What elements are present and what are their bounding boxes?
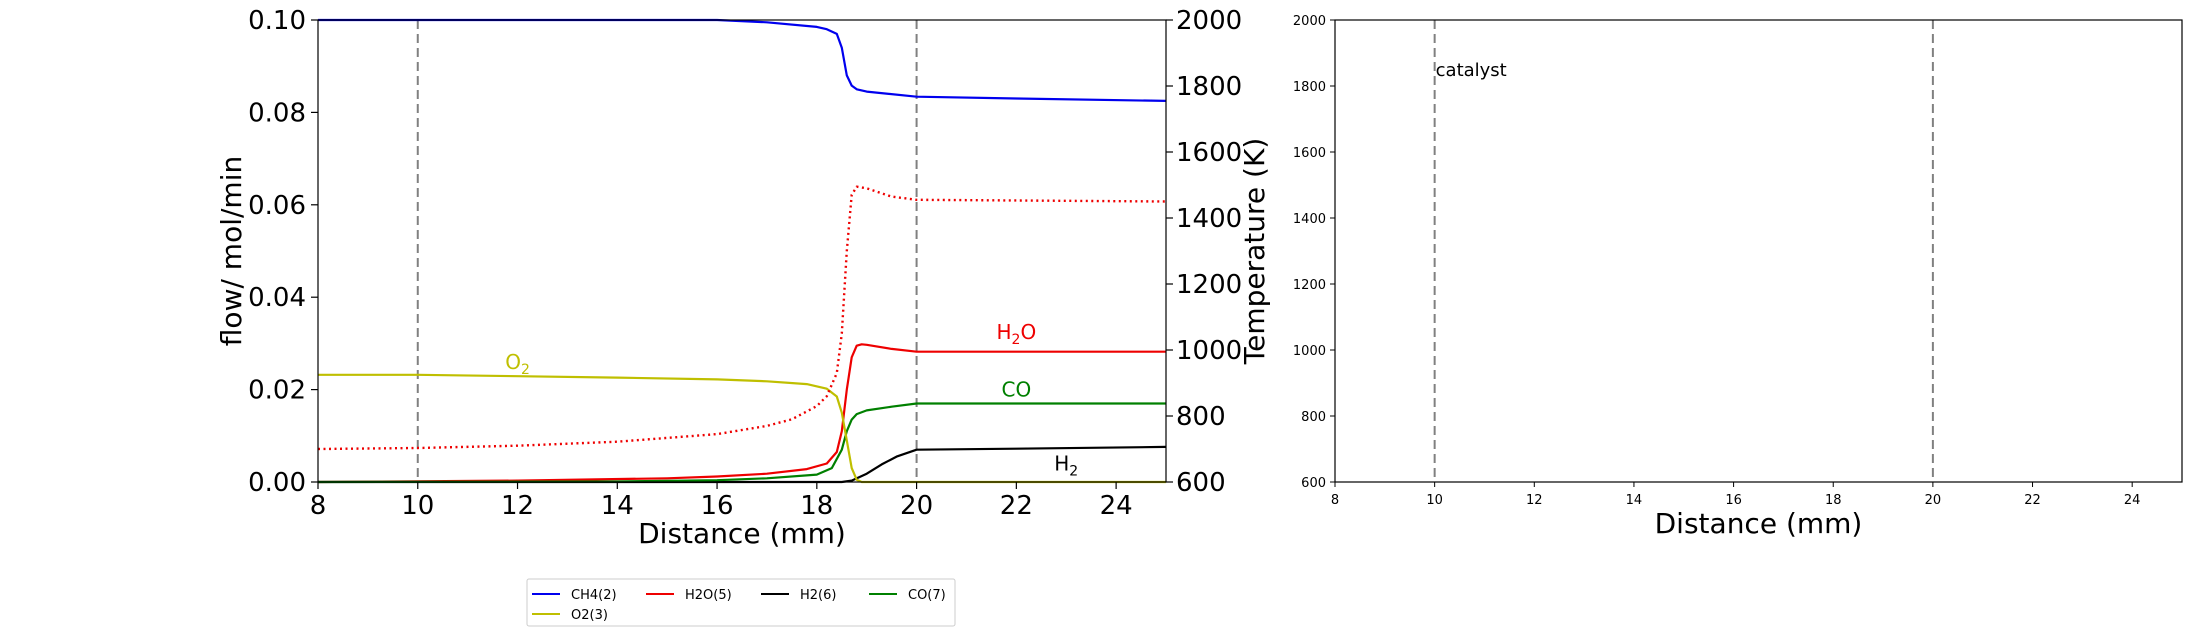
- x-tick-label: 24: [1100, 491, 1133, 521]
- legend-label: H2(6): [800, 588, 836, 603]
- x-tick-label: 16: [701, 491, 734, 521]
- series-line-h2-6-: [318, 445, 1167, 484]
- x-tick-label: 22: [1000, 491, 1033, 521]
- right-annotations: catalyst: [1436, 60, 1507, 81]
- left-y-ticks: 0.00 0.02 0.04 0.06 0.08 0.10: [248, 6, 318, 498]
- x-tick-label: 24: [2124, 493, 2141, 508]
- legend-label: H2O(5): [685, 588, 732, 603]
- y-tick-label: 1200: [1293, 278, 1326, 293]
- right-y-ticks: 600 800 1000 1200 1400 1600 1800 2000: [1293, 14, 1335, 491]
- x-tick-label: 12: [501, 491, 534, 521]
- left-x-axis-label: Distance (mm): [638, 517, 846, 550]
- left-chart: 8 10 12 14 16 18 20 22 24 0.000.020.040.060.080.…: [215, 6, 1271, 627]
- y-tick-label: 2000: [1293, 14, 1326, 29]
- series-line-ch4-2-: [318, 18, 1167, 102]
- legend-label: CO(7): [908, 588, 946, 603]
- right-x-axis-label: Distance (mm): [1655, 507, 1863, 540]
- y-tick-label: 1400: [1293, 212, 1326, 227]
- legend-box: [526, 578, 956, 627]
- y2-tick-label: 1200: [1176, 270, 1242, 300]
- x-tick-label: 20: [900, 491, 933, 521]
- x-tick-label: 20: [1925, 493, 1942, 508]
- y-tick-label: 0.08: [248, 98, 306, 128]
- curve-annotation: O2: [505, 350, 530, 378]
- y2-tick-label: 1400: [1176, 204, 1242, 234]
- x-tick-label: 8: [1331, 493, 1339, 508]
- series-line-temperature: [317, 185, 1167, 451]
- x-tick-label: 18: [1825, 493, 1842, 508]
- curve-annotation: H2: [1054, 451, 1078, 479]
- x-tick-label: 22: [2024, 493, 2041, 508]
- legend: CH4(2) H2O(5) H2(6) CO(7) O2(3): [526, 578, 956, 627]
- y-tick-label: 1800: [1293, 80, 1326, 95]
- left-y-axis-label: flow/ mol/min: [215, 156, 248, 346]
- left-series-group: [317, 18, 1167, 484]
- left-plot-frame: [317, 19, 1167, 483]
- y-tick-label: 0.00: [248, 468, 306, 498]
- series-line-h2o-5-: [317, 343, 1166, 484]
- x-tick-label: 10: [1426, 493, 1443, 508]
- left-y2-axis-label: Temperature (K): [1238, 138, 1271, 365]
- right-vlines: [1433, 20, 1934, 482]
- x-tick-label: 14: [601, 491, 634, 521]
- y-tick-label: 1000: [1293, 344, 1326, 359]
- y-tick-label: 0.02: [248, 376, 306, 406]
- y-tick-label: 600: [1301, 476, 1326, 491]
- x-tick-label: 14: [1626, 493, 1643, 508]
- y-tick-label: 0.04: [248, 283, 306, 313]
- y2-tick-label: 1000: [1176, 336, 1242, 366]
- x-tick-label: 8: [310, 491, 327, 521]
- x-tick-label: 12: [1526, 493, 1543, 508]
- series-line-o2-3-: [318, 373, 1166, 484]
- curve-annotation: H2O: [996, 320, 1036, 348]
- series-line-co-7-: [317, 402, 1166, 484]
- y2-tick-label: 800: [1176, 402, 1226, 432]
- y-tick-label: 0.06: [248, 191, 306, 221]
- y-tick-label: 800: [1301, 410, 1326, 425]
- y2-tick-label: 1600: [1176, 138, 1242, 168]
- x-tick-label: 10: [401, 491, 434, 521]
- y2-tick-label: 2000: [1176, 6, 1242, 36]
- y2-tick-label: 1800: [1176, 72, 1242, 102]
- x-tick-label: 18: [800, 491, 833, 521]
- catalyst-label: catalyst: [1436, 60, 1507, 81]
- y-tick-label: 0.10: [248, 6, 306, 36]
- left-annotations: O2 H2O CO H2: [505, 320, 1078, 480]
- left-y2-ticks: 600 800 1000 1200 1400 1600 1800 2000: [1166, 6, 1242, 498]
- right-plot-frame: [1334, 19, 2183, 483]
- left-x-ticks: 8 10 12 14 16 18 20 22 24: [310, 482, 1133, 521]
- y2-tick-label: 600: [1176, 468, 1226, 498]
- curve-annotation: CO: [1001, 378, 1031, 402]
- legend-label: CH4(2): [571, 588, 617, 603]
- y-tick-label: 1600: [1293, 146, 1326, 161]
- x-tick-label: 16: [1725, 493, 1742, 508]
- right-chart: 8 10 12 14 16 18 20 22 24 600 800 1000 1200 1400 1600…: [1293, 14, 2183, 540]
- right-x-ticks: 8 10 12 14 16 18 20 22 24: [1331, 482, 2141, 508]
- legend-label: O2(3): [571, 608, 608, 623]
